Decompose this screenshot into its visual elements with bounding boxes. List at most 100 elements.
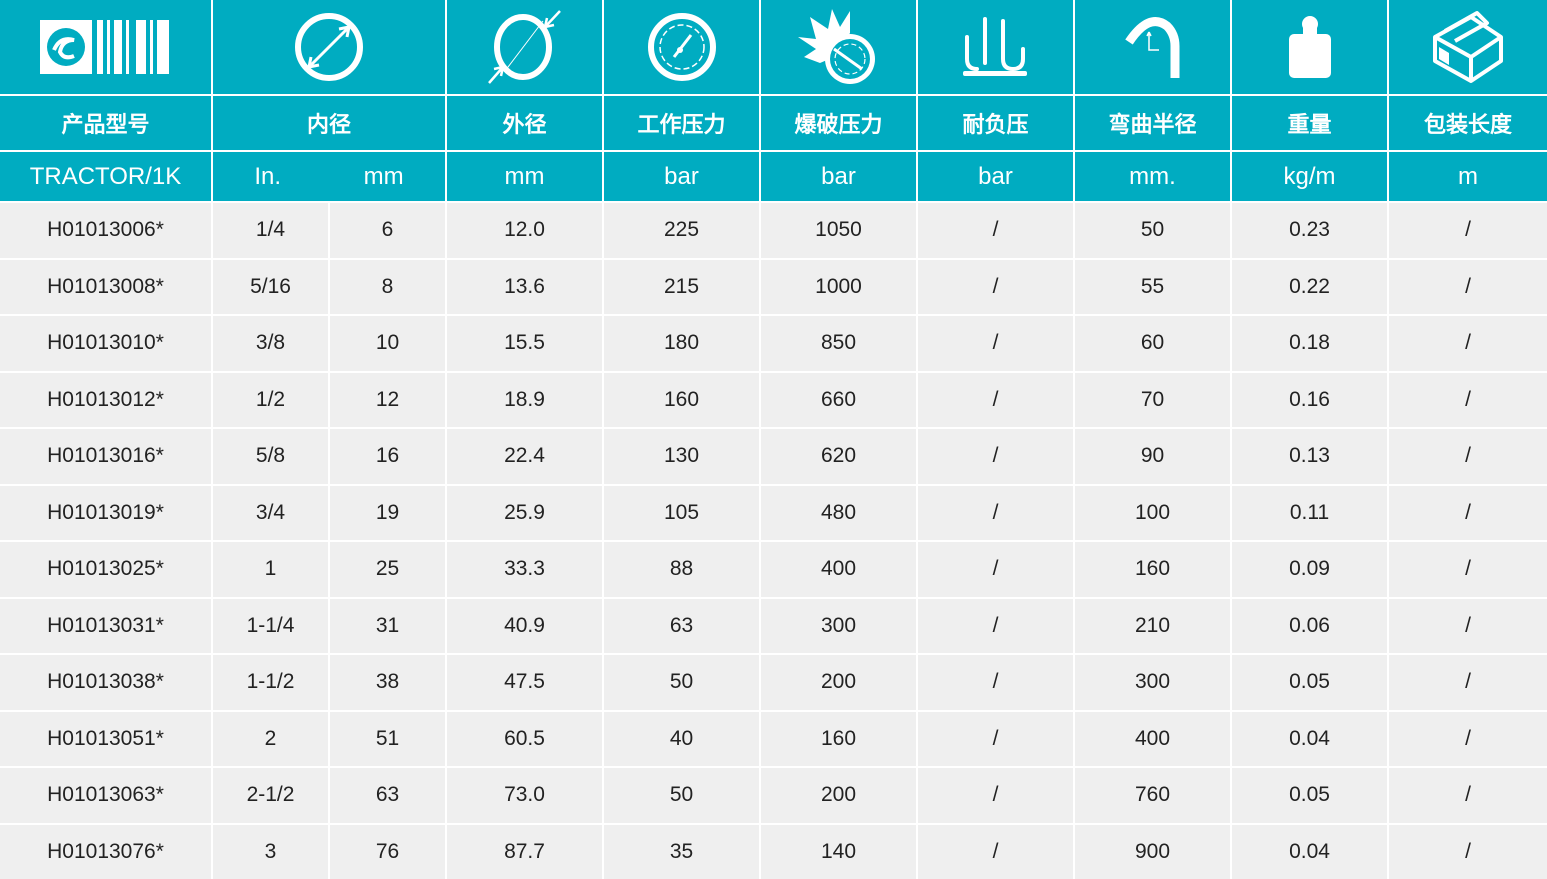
cell-weight: 0.05 xyxy=(1232,655,1387,710)
cell-working-pressure: 40 xyxy=(604,711,759,766)
cell-vacuum: / xyxy=(918,598,1073,653)
header-outer-diameter: 外径 xyxy=(447,96,602,150)
burst-pressure-icon xyxy=(761,0,916,94)
cell-outer-diameter: 73.0 xyxy=(447,768,602,823)
cell-bend-radius: 60 xyxy=(1075,316,1230,371)
cell-outer-diameter: 25.9 xyxy=(447,485,602,540)
cell-burst-pressure: 660 xyxy=(761,372,916,427)
cell-bend-radius: 160 xyxy=(1075,542,1230,597)
cell-package-length: / xyxy=(1389,768,1547,823)
cell-working-pressure: 105 xyxy=(604,485,759,540)
cell-model: H01013008* xyxy=(0,259,211,314)
cell-weight: 0.09 xyxy=(1232,542,1387,597)
unit-package-length: m xyxy=(1389,152,1547,201)
cell-inner-in: 1-1/2 xyxy=(213,655,328,710)
cell-outer-diameter: 40.9 xyxy=(447,598,602,653)
cell-weight: 0.23 xyxy=(1232,203,1387,258)
cell-model: H01013076* xyxy=(0,824,211,879)
unit-model: TRACTOR/1K xyxy=(0,152,211,201)
cell-vacuum: / xyxy=(918,485,1073,540)
cell-inner-in: 1/4 xyxy=(213,203,328,258)
cell-vacuum: / xyxy=(918,655,1073,710)
bend-radius-icon xyxy=(1075,0,1230,94)
cell-package-length: / xyxy=(1389,429,1547,484)
header-bend-radius: 弯曲半径 xyxy=(1075,96,1230,150)
cell-inner-mm: 12 xyxy=(330,372,445,427)
cell-working-pressure: 88 xyxy=(604,542,759,597)
unit-mm: mm xyxy=(363,162,404,190)
cell-bend-radius: 300 xyxy=(1075,655,1230,710)
cell-vacuum: / xyxy=(918,542,1073,597)
cell-working-pressure: 160 xyxy=(604,372,759,427)
cell-vacuum: / xyxy=(918,372,1073,427)
cell-bend-radius: 400 xyxy=(1075,711,1230,766)
unit-weight: kg/m xyxy=(1232,152,1387,201)
cell-package-length: / xyxy=(1389,824,1547,879)
cell-weight: 0.05 xyxy=(1232,768,1387,823)
cell-bend-radius: 760 xyxy=(1075,768,1230,823)
cell-bend-radius: 55 xyxy=(1075,259,1230,314)
cell-inner-mm: 63 xyxy=(330,768,445,823)
cell-weight: 0.18 xyxy=(1232,316,1387,371)
cell-inner-in: 2 xyxy=(213,711,328,766)
cell-package-length: / xyxy=(1389,372,1547,427)
cell-outer-diameter: 13.6 xyxy=(447,259,602,314)
cell-model: H01013025* xyxy=(0,542,211,597)
cell-vacuum: / xyxy=(918,824,1073,879)
cell-burst-pressure: 850 xyxy=(761,316,916,371)
cell-bend-radius: 100 xyxy=(1075,485,1230,540)
cell-bend-radius: 900 xyxy=(1075,824,1230,879)
cell-working-pressure: 130 xyxy=(604,429,759,484)
cell-inner-mm: 10 xyxy=(330,316,445,371)
unit-outer-diameter: mm xyxy=(447,152,602,201)
cell-model: H01013019* xyxy=(0,485,211,540)
cell-working-pressure: 225 xyxy=(604,203,759,258)
cell-package-length: / xyxy=(1389,259,1547,314)
vacuum-icon xyxy=(918,0,1073,94)
cell-inner-in: 3 xyxy=(213,824,328,879)
cell-burst-pressure: 620 xyxy=(761,429,916,484)
cell-burst-pressure: 200 xyxy=(761,655,916,710)
cell-inner-mm: 31 xyxy=(330,598,445,653)
weight-icon xyxy=(1232,0,1387,94)
header-burst-pressure: 爆破压力 xyxy=(761,96,916,150)
cell-vacuum: / xyxy=(918,316,1073,371)
cell-working-pressure: 50 xyxy=(604,655,759,710)
cell-inner-in: 3/4 xyxy=(213,485,328,540)
cell-model: H01013051* xyxy=(0,711,211,766)
cell-inner-in: 5/16 xyxy=(213,259,328,314)
cell-weight: 0.06 xyxy=(1232,598,1387,653)
cell-outer-diameter: 33.3 xyxy=(447,542,602,597)
cell-inner-mm: 16 xyxy=(330,429,445,484)
cell-working-pressure: 63 xyxy=(604,598,759,653)
cell-package-length: / xyxy=(1389,485,1547,540)
cell-burst-pressure: 480 xyxy=(761,485,916,540)
cell-weight: 0.04 xyxy=(1232,824,1387,879)
header-inner-diameter: 内径 xyxy=(213,96,445,150)
cell-inner-in: 3/8 xyxy=(213,316,328,371)
cell-burst-pressure: 160 xyxy=(761,711,916,766)
cell-working-pressure: 180 xyxy=(604,316,759,371)
working-pressure-gauge-icon xyxy=(604,0,759,94)
cell-package-length: / xyxy=(1389,542,1547,597)
cell-inner-mm: 51 xyxy=(330,711,445,766)
cell-burst-pressure: 200 xyxy=(761,768,916,823)
cell-outer-diameter: 60.5 xyxy=(447,711,602,766)
package-box-icon xyxy=(1389,0,1547,94)
unit-bend-radius: mm. xyxy=(1075,152,1230,201)
cell-vacuum: / xyxy=(918,768,1073,823)
cell-outer-diameter: 47.5 xyxy=(447,655,602,710)
cell-inner-in: 1-1/4 xyxy=(213,598,328,653)
cell-package-length: / xyxy=(1389,711,1547,766)
cell-model: H01013010* xyxy=(0,316,211,371)
cell-model: H01013063* xyxy=(0,768,211,823)
cell-inner-mm: 6 xyxy=(330,203,445,258)
cell-inner-in: 2-1/2 xyxy=(213,768,328,823)
cell-vacuum: / xyxy=(918,203,1073,258)
cell-bend-radius: 70 xyxy=(1075,372,1230,427)
cell-outer-diameter: 15.5 xyxy=(447,316,602,371)
inner-diameter-icon xyxy=(213,0,445,94)
cell-working-pressure: 50 xyxy=(604,768,759,823)
unit-working-pressure: bar xyxy=(604,152,759,201)
cell-weight: 0.11 xyxy=(1232,485,1387,540)
